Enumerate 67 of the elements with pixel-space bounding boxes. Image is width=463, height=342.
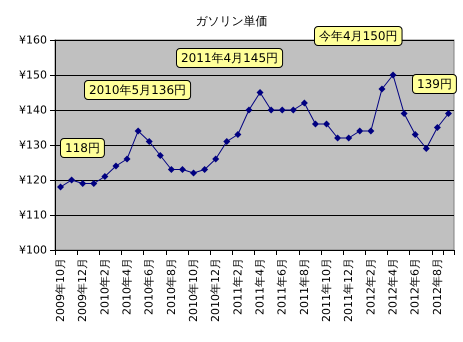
point	[223, 138, 230, 145]
point	[57, 184, 64, 190]
x-tick-label: 2011年12月	[342, 258, 356, 322]
x-tick-label: 2011年6月	[276, 258, 289, 315]
point	[234, 131, 242, 138]
point	[334, 134, 342, 142]
x-tick-label: 2011年2月	[231, 258, 244, 315]
point	[156, 152, 164, 159]
point	[101, 173, 108, 180]
x-tick-label: 2010年8月	[164, 258, 178, 315]
x-tick-label: 2010年4月	[120, 258, 134, 315]
point	[345, 134, 352, 142]
point	[201, 166, 208, 173]
point	[300, 100, 308, 106]
point	[412, 131, 419, 138]
x-tick-label: 2012年4月	[386, 258, 400, 315]
point	[356, 128, 364, 134]
point	[390, 72, 397, 78]
annotation: 2011年4月145円	[181, 51, 278, 65]
point	[278, 106, 286, 114]
point	[422, 145, 430, 152]
point	[434, 124, 441, 131]
point	[168, 166, 175, 173]
x-tick-label: 2012年2月	[364, 258, 378, 315]
x-tick-label: 2012年6月	[408, 258, 422, 315]
annotation: 118円	[65, 141, 100, 155]
point	[212, 156, 220, 162]
point	[134, 128, 142, 134]
point	[90, 180, 98, 187]
point	[312, 120, 319, 128]
x-tick-label: 2010年10月	[187, 258, 200, 322]
y-tick-label: ¥110	[19, 208, 47, 222]
x-tick-label: 2011年8月	[298, 258, 311, 315]
y-tick-label: ¥120	[19, 174, 47, 186]
point	[68, 176, 76, 184]
point	[367, 128, 374, 134]
x-tick-label: 2011年10月	[320, 258, 334, 322]
point	[268, 106, 275, 114]
point	[400, 110, 408, 117]
point	[290, 106, 297, 114]
point	[444, 110, 452, 117]
point	[378, 86, 386, 92]
x-tick-label: 2009年12月	[76, 258, 90, 322]
annotation: 2010年5月136円	[89, 83, 186, 97]
y-tick-label: ¥150	[19, 68, 47, 82]
point	[323, 120, 330, 128]
y-tick-label: ¥140	[19, 104, 47, 116]
point	[178, 166, 186, 173]
y-tick-label: ¥160	[19, 34, 47, 46]
x-tick-label: 2010年2月	[98, 258, 112, 315]
x-tick-label: 2012年8月	[430, 258, 444, 315]
y-tick-label: ¥130	[19, 138, 47, 152]
point	[79, 180, 86, 187]
point	[146, 138, 153, 145]
annotation: 139円	[417, 77, 452, 91]
point	[245, 106, 252, 114]
point	[112, 162, 120, 170]
point	[124, 156, 131, 162]
annotation: 今年4月150円	[319, 29, 398, 43]
x-tick-label: 2009年10月	[54, 258, 68, 322]
x-tick-label: 2011年4月	[254, 258, 267, 315]
point	[256, 89, 264, 96]
y-tick-label: ¥100	[19, 244, 47, 256]
chart-title: ガソリン単価	[196, 14, 268, 28]
point	[190, 170, 198, 176]
x-tick-label: 2010年6月	[142, 258, 156, 315]
x-tick-label: 2010年12月	[209, 258, 222, 322]
